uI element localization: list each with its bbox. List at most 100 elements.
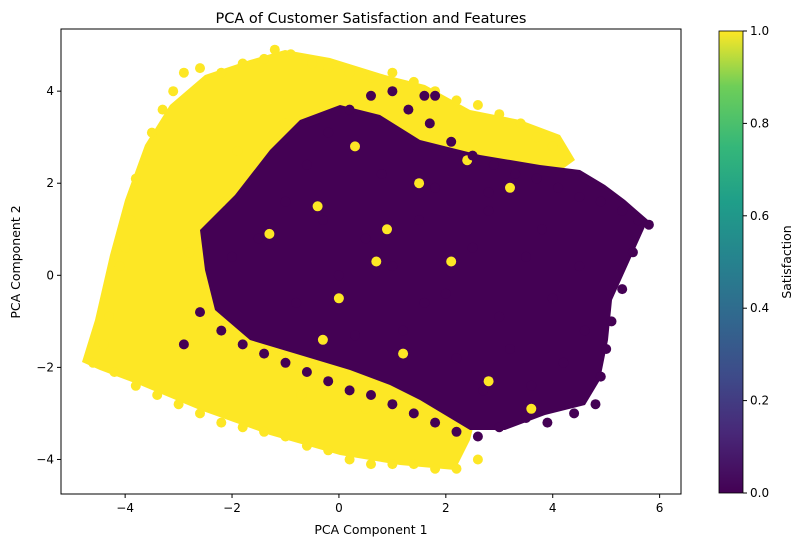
unsatisfied-point: [227, 251, 237, 262]
unsatisfied-point: [488, 159, 499, 170]
unsatisfied-point: [424, 118, 435, 129]
satisfied-point: [248, 353, 259, 364]
unsatisfied-point: [483, 205, 494, 216]
satisfied-point: [472, 454, 483, 465]
unsatisfied-point: [483, 187, 494, 198]
unsatisfied-point: [451, 426, 462, 437]
satisfied-point: [146, 127, 157, 138]
satisfied-point: [120, 242, 131, 253]
unsatisfied-point: [601, 344, 612, 354]
satisfied-point: [109, 367, 120, 377]
unsatisfied-point: [446, 136, 457, 147]
satisfied-point: [483, 376, 494, 387]
unsatisfied-point: [291, 297, 302, 308]
plot-frame: [60, 28, 682, 495]
satisfied-point: [366, 459, 376, 470]
unsatisfied-point: [595, 371, 606, 382]
y-axis-ticks: −4 −2 0 2 4: [36, 84, 61, 466]
colorbar-tick-label: 0.0: [750, 486, 769, 500]
chart-title: PCA of Customer Satisfaction and Feature…: [216, 11, 527, 27]
satisfied-point: [531, 132, 542, 143]
satisfied-point: [178, 67, 189, 78]
unsatisfied-point: [617, 284, 628, 295]
satisfied-point: [173, 399, 184, 410]
satisfied-point: [130, 380, 141, 391]
unsatisfied-point: [301, 367, 312, 377]
unsatisfied-point: [574, 261, 585, 272]
unsatisfied-point: [216, 325, 227, 336]
satisfied-point: [451, 463, 462, 474]
unsatisfied-point: [387, 261, 398, 272]
satisfied-point: [317, 334, 328, 345]
unsatisfied-point: [317, 215, 328, 226]
satisfied-point: [382, 224, 392, 235]
scatter-points: [88, 44, 654, 474]
unsatisfied-point: [323, 376, 334, 387]
unsatisfied-point: [403, 104, 414, 115]
cluster-blobs: [82, 50, 648, 470]
unsatisfied-point: [590, 399, 601, 410]
y-tick-label: 2: [46, 176, 54, 190]
satisfied-point: [547, 141, 558, 152]
satisfied-point: [216, 67, 227, 78]
unsatisfied-point: [398, 325, 409, 336]
unsatisfied-point: [259, 348, 270, 359]
unsatisfied-point: [387, 399, 398, 410]
satisfied-point: [88, 357, 99, 368]
unsatisfied-point: [350, 330, 360, 341]
unsatisfied-point: [542, 417, 553, 428]
satisfied-point: [515, 118, 526, 129]
unsatisfied-point: [467, 242, 478, 253]
unsatisfied-point: [333, 270, 344, 281]
satisfied-point: [408, 459, 419, 470]
unsatisfied-point: [344, 385, 355, 396]
x-tick-label: −2: [223, 501, 241, 515]
unsatisfied-point: [178, 339, 189, 350]
satisfied-point: [195, 63, 205, 74]
unsatisfied-point: [430, 90, 441, 101]
unsatisfied-point: [478, 385, 489, 396]
unsatisfied-point: [440, 288, 451, 299]
unsatisfied-point: [253, 233, 264, 244]
unsatisfied-point: [643, 219, 654, 230]
unsatisfied-point: [510, 169, 521, 179]
unsatisfied-point: [344, 104, 355, 115]
unsatisfied-cluster-blob: [200, 105, 648, 430]
unsatisfied-point: [414, 215, 425, 226]
satisfied-point: [264, 228, 275, 239]
y-tick-label: 4: [46, 84, 54, 98]
unsatisfied-point: [419, 90, 430, 101]
satisfied-point: [398, 348, 409, 359]
y-tick-label: −2: [36, 360, 54, 374]
satisfied-point: [125, 215, 136, 226]
unsatisfied-point: [579, 325, 590, 336]
unsatisfied-point: [606, 316, 617, 327]
satisfied-point: [312, 201, 323, 212]
satisfied-point: [323, 63, 334, 74]
x-tick-label: 4: [549, 501, 557, 515]
unsatisfied-point: [195, 307, 205, 318]
satisfied-point: [387, 459, 398, 470]
satisfied-point: [280, 118, 291, 129]
satisfied-point: [371, 256, 382, 267]
satisfied-point: [141, 155, 152, 166]
satisfied-point: [184, 247, 195, 258]
satisfied-point: [307, 58, 318, 69]
satisfied-point: [360, 403, 371, 414]
satisfied-point: [237, 58, 248, 69]
satisfied-point: [232, 146, 243, 156]
unsatisfied-point: [627, 247, 638, 258]
unsatisfied-point: [521, 251, 531, 262]
satisfied-point: [323, 445, 334, 456]
unsatisfied-point: [494, 311, 505, 322]
satisfied-point: [285, 49, 296, 60]
unsatisfied-point: [472, 431, 483, 442]
unsatisfied-point: [494, 422, 505, 433]
unsatisfied-point: [366, 90, 376, 101]
colorbar: [718, 30, 744, 494]
satisfied-point: [98, 339, 109, 350]
unsatisfied-point: [467, 150, 478, 161]
colorbar-tick-label: 1.0: [750, 24, 769, 38]
satisfied-point: [259, 426, 270, 437]
